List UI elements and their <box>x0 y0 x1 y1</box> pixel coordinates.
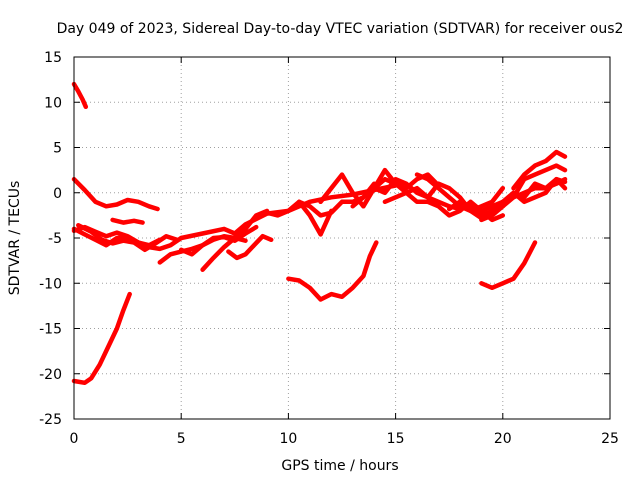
y-tick-label: -20 <box>39 367 62 383</box>
x-tick-label: 20 <box>494 431 512 447</box>
x-tick-label: 10 <box>279 431 297 447</box>
series-arc-9 <box>178 224 259 257</box>
series-arc-2 <box>71 176 160 212</box>
y-tick-label: 15 <box>44 50 62 66</box>
series-arc-23 <box>479 176 568 223</box>
series-arc-11 <box>200 235 248 272</box>
series-arc-6 <box>71 291 132 386</box>
y-tick-label: -15 <box>39 322 62 338</box>
x-axis-label: GPS time / hours <box>281 458 398 474</box>
y-tick-label: 10 <box>44 95 62 111</box>
data-series <box>71 81 568 386</box>
series-arc-24 <box>500 163 568 209</box>
y-axis-label: SDTVAR / TECUs <box>7 181 23 296</box>
tick-marks <box>73 56 611 420</box>
grid-lines <box>74 57 610 419</box>
x-tick-label: 15 <box>387 431 405 447</box>
chart-title: Day 049 of 2023, Sidereal Day-to-day VTE… <box>57 21 624 37</box>
series-arc-4 <box>76 223 180 253</box>
series-arc-7 <box>110 217 145 225</box>
x-tick-label: 25 <box>601 431 619 447</box>
y-tick-label: 5 <box>53 141 62 157</box>
series-arc-16 <box>318 167 441 209</box>
series-arc-1 <box>71 81 89 110</box>
series-arc-25 <box>511 149 568 191</box>
x-tick-label: 0 <box>70 431 79 447</box>
x-tick-label: 5 <box>177 431 186 447</box>
series-arc-5 <box>71 226 184 252</box>
y-tick-label: -5 <box>48 231 62 247</box>
series-arc-12 <box>226 233 274 261</box>
y-tick-label: 0 <box>53 186 62 202</box>
series-arc-15 <box>286 240 379 302</box>
y-tick-labels: 15 10 5 0 -5 -10 -15 -20 -25 <box>39 50 62 428</box>
series-arc-20 <box>414 172 506 214</box>
y-tick-label: -25 <box>39 412 62 428</box>
x-tick-labels: 0 5 10 15 20 25 <box>70 431 619 447</box>
series-arc-26 <box>479 240 538 291</box>
series-arc-19 <box>382 181 495 221</box>
y-tick-label: -10 <box>39 276 62 292</box>
